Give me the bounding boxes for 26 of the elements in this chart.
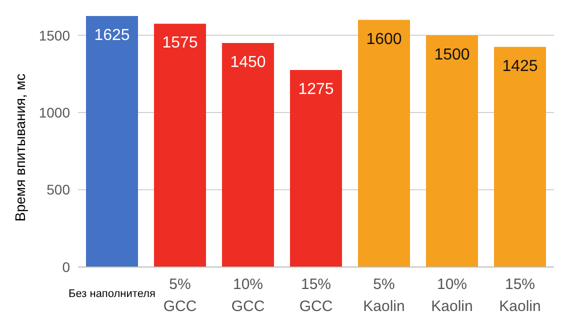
bar [358, 20, 410, 267]
x-tick-label: 15% GCC [299, 276, 333, 315]
bar [154, 24, 206, 267]
bar [86, 16, 138, 267]
y-tick-label: 0 [62, 258, 70, 275]
data-label: 1625 [94, 27, 130, 44]
data-label: 1450 [230, 54, 266, 72]
y-axis-title: Время впитывания, мс [12, 74, 28, 222]
y-tick-label: 1000 [38, 104, 70, 121]
y-tick-label: 1500 [38, 27, 70, 44]
data-label: 1275 [298, 81, 334, 98]
bar [494, 46, 546, 267]
data-label: 1575 [162, 34, 198, 52]
data-label: 1500 [434, 46, 470, 64]
bar [290, 70, 342, 267]
y-tick-label: 500 [46, 182, 70, 198]
bar [222, 43, 274, 267]
x-tick-label: Без наполнителя [68, 288, 156, 300]
x-tick-label: 5% Kaolin [363, 276, 405, 315]
bar [426, 35, 478, 267]
x-tick-label: 10% GCC [231, 276, 265, 315]
x-tick-label: 15% Kaolin [499, 276, 541, 315]
data-label: 1600 [366, 30, 402, 48]
data-label: 1425 [502, 58, 538, 75]
x-tick-label: 5% GCC [163, 276, 197, 315]
x-tick-label: 10% Kaolin [431, 276, 473, 315]
